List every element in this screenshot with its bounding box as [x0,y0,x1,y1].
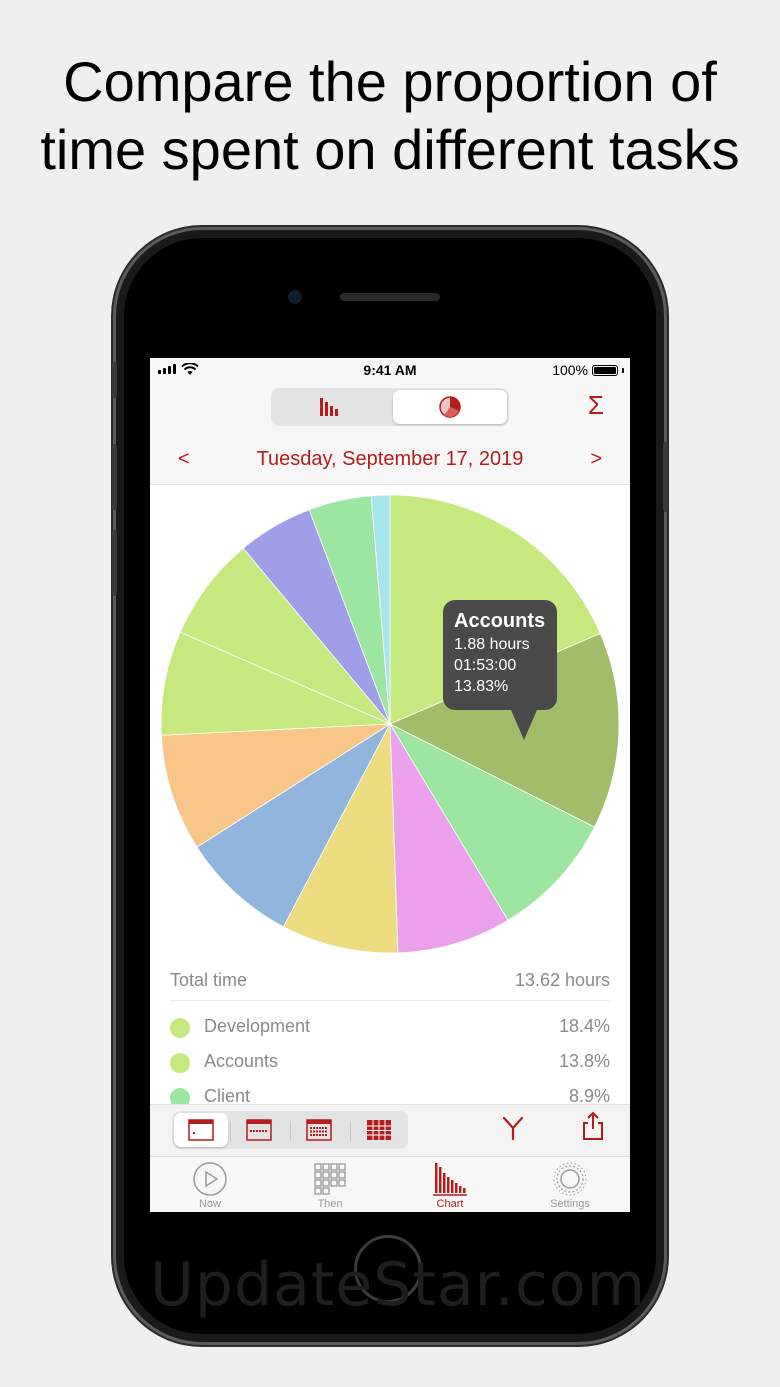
week-range-icon [246,1119,272,1141]
legend-task-name: Client [204,1086,251,1106]
tab-label: Now [198,1198,221,1210]
status-bar: 9:41 AM 100% [150,358,630,382]
tab-chart[interactable]: Chart [390,1159,510,1212]
legend-item[interactable]: Accounts 13.8% [170,1049,610,1084]
gear-icon [553,1162,587,1196]
pie-chart[interactable] [150,484,630,964]
legend-task-percent: 8.9% [568,1086,610,1106]
month-range-icon [306,1119,332,1141]
sum-button[interactable]: Σ [587,390,604,420]
cellular-signal-icon [158,364,176,374]
play-icon [193,1162,227,1196]
next-day-button[interactable]: > [590,448,602,470]
tooltip-title: Accounts [454,610,546,632]
chart-toolbar [150,1104,630,1157]
home-button[interactable] [354,1235,422,1303]
month-range-option[interactable] [292,1113,346,1147]
volume-up-button [112,444,117,510]
pie-slice[interactable] [160,723,392,848]
tab-bar: Now Then Chart [150,1156,630,1212]
tooltip-hours: 1.88 hours [454,636,530,653]
battery-indicator: 100% [552,362,624,378]
legend-task-name: Accounts [204,1051,279,1071]
top-bar: Σ < Tuesday, September 17, 2019 > [150,382,630,485]
range-selector [172,1111,408,1149]
headline-line-1: Compare the proportion of [63,50,717,113]
view-toggle [271,388,509,426]
total-time-row: Total time 13.62 hours [170,970,610,1001]
task-legend: Development 18.4% Accounts 13.8% Client … [170,1014,610,1119]
bar-view-option[interactable] [273,390,387,424]
pie-slice[interactable] [389,722,509,954]
legend-item[interactable]: Client 8.9% [170,1084,610,1119]
current-date: Tuesday, September 17, 2019 [256,448,524,470]
pie-slice[interactable] [179,547,391,725]
total-time-value: 13.62 hours [514,970,610,990]
tab-now[interactable]: Now [150,1159,270,1212]
day-range-option[interactable] [174,1113,228,1147]
watermark: UpdateStar.com [150,1250,647,1320]
legend-color-dot [170,1018,190,1038]
day-range-icon [188,1119,214,1141]
app-screen: 9:41 AM 100% [150,358,630,1212]
share-icon[interactable] [580,1111,606,1141]
legend-item[interactable]: Development 18.4% [170,1014,610,1049]
legend-task-percent: 13.8% [558,1051,610,1071]
legend-color-dot [170,1088,190,1108]
filter-icon[interactable] [500,1115,526,1141]
slice-tooltip: Accounts 1.88 hours 01:53:00 13.83% [443,600,557,710]
earpiece-speaker [340,293,440,301]
year-range-option[interactable] [352,1113,406,1147]
legend-task-name: Development [204,1016,311,1036]
headline-line-2: time spent on different tasks [40,118,740,181]
pie-slice[interactable] [388,723,596,921]
wifi-icon [181,363,199,375]
tooltip-pointer [511,710,537,740]
date-navigator: < Tuesday, September 17, 2019 > [150,446,630,476]
tab-label: Chart [436,1198,464,1210]
volume-down-button [112,530,117,596]
tab-label: Settings [550,1198,590,1210]
headline: Compare the proportion of time spent on … [0,48,780,184]
pie-slice[interactable] [196,722,392,928]
legend-task-percent: 18.4% [558,1016,610,1036]
pie-slice[interactable] [370,494,391,725]
battery-icon [592,364,618,376]
week-range-option[interactable] [232,1113,286,1147]
tooltip-duration: 01:53:00 [454,657,517,674]
total-time-label: Total time [170,970,248,990]
pie-slice[interactable] [282,722,399,954]
front-camera [288,290,302,304]
pie-slice[interactable] [389,632,620,828]
power-button [663,442,668,512]
pie-view-option[interactable] [393,390,507,424]
pie-slice[interactable] [160,631,391,736]
year-range-icon [367,1120,391,1140]
pie-chart-icon [439,396,461,418]
legend-color-dot [170,1053,190,1073]
previous-day-button[interactable]: < [178,448,190,470]
chart-icon [433,1163,467,1196]
grid-icon [314,1163,346,1195]
battery-percent: 100% [552,362,588,378]
status-time: 9:41 AM [363,362,417,378]
mute-switch [112,362,117,398]
tab-label: Then [317,1198,343,1210]
tab-settings[interactable]: Settings [510,1159,630,1212]
bar-chart-icon [320,398,338,416]
tab-then[interactable]: Then [270,1159,390,1212]
tooltip-percent: 13.83% [454,678,509,695]
